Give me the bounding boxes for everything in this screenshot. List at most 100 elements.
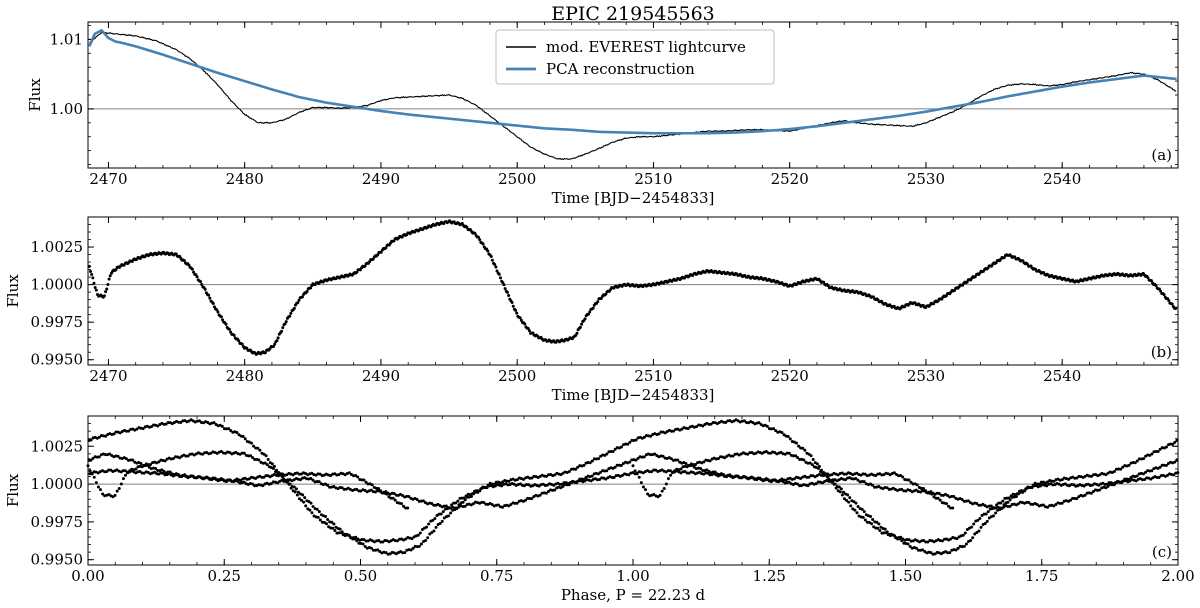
data-point [846, 493, 850, 497]
data-point [1171, 442, 1175, 446]
data-point [141, 427, 145, 431]
data-point [302, 500, 306, 504]
data-point [1007, 496, 1011, 500]
data-point [316, 515, 320, 519]
data-point [838, 490, 842, 494]
data-point [121, 477, 125, 481]
data-point [916, 548, 920, 552]
data-point [963, 531, 967, 535]
data-point [900, 487, 904, 491]
data-point [956, 546, 960, 550]
data-point [527, 329, 531, 333]
data-point [807, 475, 811, 479]
x-tick-label: 2520 [771, 367, 809, 385]
legend-box [495, 29, 775, 85]
data-point [584, 476, 588, 480]
data-point [553, 488, 557, 492]
data-point [262, 452, 266, 456]
data-point [806, 484, 810, 488]
data-point [676, 458, 680, 462]
data-point [430, 530, 434, 534]
data-point [131, 458, 135, 462]
data-point [355, 487, 359, 491]
data-point [589, 479, 593, 483]
data-point [249, 454, 253, 458]
data-point [168, 470, 172, 474]
data-point [87, 264, 91, 268]
data-point [237, 339, 241, 343]
data-point [360, 538, 364, 542]
data-point [615, 463, 619, 467]
data-point [431, 518, 435, 522]
data-point [439, 512, 443, 516]
data-point [149, 425, 153, 429]
data-point [464, 494, 468, 498]
x-tick-label: 2480 [226, 170, 264, 188]
data-point [817, 464, 821, 468]
data-point [849, 504, 853, 508]
data-point [404, 506, 408, 510]
data-point [609, 449, 613, 453]
data-point [449, 511, 453, 515]
data-point [984, 512, 988, 516]
data-point [786, 434, 790, 438]
data-point [1164, 463, 1168, 467]
data-point [856, 504, 860, 508]
x-tick-label: 2530 [907, 170, 945, 188]
data-point [478, 238, 482, 242]
x-tick-label: 2470 [89, 170, 127, 188]
data-point [243, 437, 247, 441]
data-point [694, 462, 698, 466]
data-point [308, 508, 312, 512]
data-point [962, 544, 966, 548]
everest-lightcurve-line [89, 31, 1177, 161]
data-point [89, 270, 93, 274]
data-point [1041, 503, 1045, 507]
data-point [493, 263, 497, 267]
data-point [515, 478, 519, 482]
data-point [1134, 479, 1138, 483]
data-point [922, 486, 926, 490]
data-point [902, 489, 906, 493]
data-point [1157, 475, 1161, 479]
data-point [905, 538, 909, 542]
data-point [591, 306, 595, 310]
data-point [106, 283, 110, 287]
data-point [1160, 463, 1164, 467]
data-point [301, 493, 305, 497]
data-point [427, 522, 431, 526]
data-point [1143, 477, 1147, 481]
data-point [489, 255, 493, 259]
data-point [201, 452, 205, 456]
data-point [183, 473, 187, 477]
data-point [915, 483, 919, 487]
data-point [949, 537, 953, 541]
data-point [154, 467, 158, 471]
data-point [239, 478, 243, 482]
data-point [462, 496, 466, 500]
data-point [309, 286, 313, 290]
data-point [300, 498, 304, 502]
data-point [646, 492, 650, 496]
data-point [463, 504, 467, 508]
data-point [1173, 440, 1177, 444]
data-point [588, 461, 592, 465]
data-point [628, 460, 632, 464]
data-point [1068, 498, 1072, 502]
data-point [1075, 497, 1079, 501]
data-point [765, 477, 769, 481]
x-tick-label: 2480 [226, 367, 264, 385]
data-point [507, 293, 511, 297]
y-tick-label: 1.0000 [31, 276, 84, 294]
x-tick-label: 2500 [498, 170, 536, 188]
data-point [441, 510, 445, 514]
data-point [795, 441, 799, 445]
data-point [295, 493, 299, 497]
data-point [171, 456, 175, 460]
data-point [129, 458, 133, 462]
data-point [94, 481, 98, 485]
data-point [305, 289, 309, 293]
data-point [780, 430, 784, 434]
data-point [814, 482, 818, 486]
data-point [527, 483, 531, 487]
